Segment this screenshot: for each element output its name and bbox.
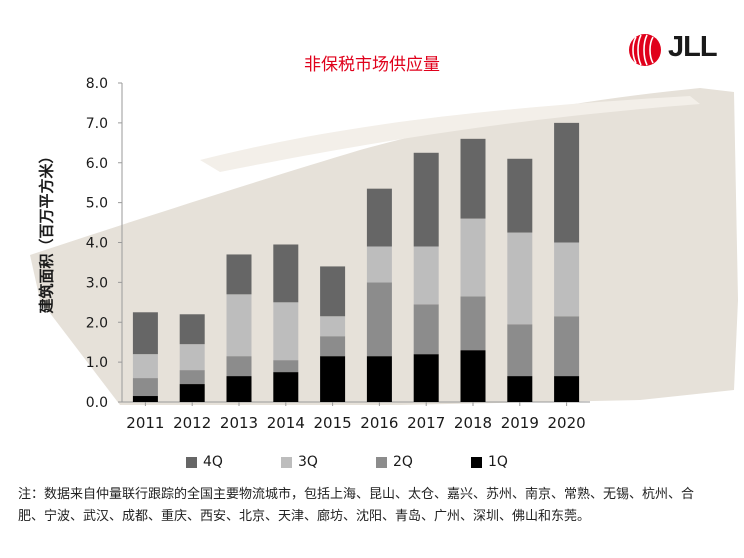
bar-2019-3q xyxy=(507,232,533,325)
bar-2018-2q xyxy=(460,296,486,351)
x-tick-label: 2011 xyxy=(126,414,164,432)
bar-2017-2q xyxy=(413,304,439,355)
bar-2013-1q xyxy=(226,376,252,402)
bar-2011-4q xyxy=(132,312,158,355)
bar-2015-4q xyxy=(320,266,346,317)
bar-2011-2q xyxy=(132,378,158,397)
legend-item-2q: 2Q xyxy=(376,452,471,472)
bar-2016-2q xyxy=(366,282,392,357)
bar-2017-4q xyxy=(413,152,439,247)
bar-2014-2q xyxy=(273,360,299,373)
chart-bars xyxy=(132,122,580,402)
x-tick-label: 2015 xyxy=(314,414,352,432)
x-tick-label: 2017 xyxy=(407,414,445,432)
bar-2018-1q xyxy=(460,350,486,402)
bar-2011-3q xyxy=(132,354,158,379)
footnote: 注：数据来自仲量联行跟踪的全国主要物流城市，包括上海、昆山、太仓、嘉兴、苏州、南… xyxy=(18,487,695,524)
chart-tick-labels: 0.0 1.0 2.0 3.0 4.0 5.0 6.0 7.0 8.0 2011 2012 2013 2… xyxy=(86,76,586,432)
bar-2017-1q xyxy=(413,354,439,402)
legend-label-1q: 1Q xyxy=(488,454,508,470)
bar-2013-4q xyxy=(226,254,252,295)
legend-swatch-4q xyxy=(186,456,197,468)
bar-2014-1q xyxy=(273,372,299,402)
bar-2014-4q xyxy=(273,244,299,303)
legend-swatch-3q xyxy=(281,456,292,468)
legend-item-1q: 1Q xyxy=(471,452,566,472)
jll-logo-text: JLL xyxy=(668,31,718,63)
y-tick-label: 7.0 xyxy=(86,116,108,132)
bar-2013-3q xyxy=(226,294,252,357)
x-tick-label: 2016 xyxy=(360,414,398,432)
legend-swatch-2q xyxy=(376,456,387,468)
bar-2014-3q xyxy=(273,302,299,361)
bar-2016-4q xyxy=(366,188,392,247)
bar-2020-3q xyxy=(554,242,580,317)
bar-2012-4q xyxy=(179,314,205,345)
y-tick-label: 8.0 xyxy=(86,76,108,92)
bar-2015-1q xyxy=(320,356,346,402)
bar-2015-2q xyxy=(320,336,346,357)
bar-2015-3q xyxy=(320,316,346,337)
bar-2012-2q xyxy=(179,370,205,385)
bar-2020-1q xyxy=(554,376,580,402)
jll-logo-icon xyxy=(629,34,661,66)
y-tick-label: 1.0 xyxy=(86,355,108,371)
bar-2016-1q xyxy=(366,356,392,402)
x-tick-label: 2019 xyxy=(501,414,539,432)
legend-label-2q: 2Q xyxy=(393,454,413,470)
x-tick-label: 2014 xyxy=(267,414,305,432)
bar-2012-3q xyxy=(179,344,205,371)
bar-2018-4q xyxy=(460,138,486,219)
legend-item-4q: 4Q xyxy=(186,452,281,472)
legend-label-3q: 3Q xyxy=(298,454,318,470)
chart-legend: 4Q 3Q 2Q 1Q xyxy=(186,452,566,472)
y-tick-label: 3.0 xyxy=(86,275,108,291)
bar-2018-3q xyxy=(460,218,486,297)
bar-2019-4q xyxy=(507,158,533,233)
bar-2013-2q xyxy=(226,356,252,377)
bar-2019-1q xyxy=(507,376,533,402)
x-tick-label: 2018 xyxy=(454,414,492,432)
bar-2019-2q xyxy=(507,324,533,377)
chart-title: 非保税市场供应量 xyxy=(304,55,440,75)
bar-2017-3q xyxy=(413,246,439,305)
y-axis-label: 建筑面积（百万平方米） xyxy=(37,148,56,314)
bar-2011-1q xyxy=(132,396,158,402)
y-tick-label: 0.0 xyxy=(86,395,108,411)
y-tick-label: 5.0 xyxy=(86,196,108,212)
bar-2020-4q xyxy=(554,122,580,243)
bar-2016-3q xyxy=(366,246,392,283)
legend-label-4q: 4Q xyxy=(203,454,223,470)
x-tick-label: 2012 xyxy=(173,414,211,432)
legend-swatch-1q xyxy=(471,456,482,468)
brush-stroke-highlight xyxy=(200,96,700,172)
x-tick-label: 2020 xyxy=(548,414,586,432)
bar-2020-2q xyxy=(554,316,580,377)
y-tick-label: 6.0 xyxy=(86,156,108,172)
legend-item-3q: 3Q xyxy=(281,452,376,472)
jll-logo xyxy=(629,34,661,66)
y-tick-label: 2.0 xyxy=(86,315,108,331)
bar-2012-1q xyxy=(179,384,205,402)
x-tick-label: 2013 xyxy=(220,414,258,432)
y-tick-label: 4.0 xyxy=(86,236,108,252)
